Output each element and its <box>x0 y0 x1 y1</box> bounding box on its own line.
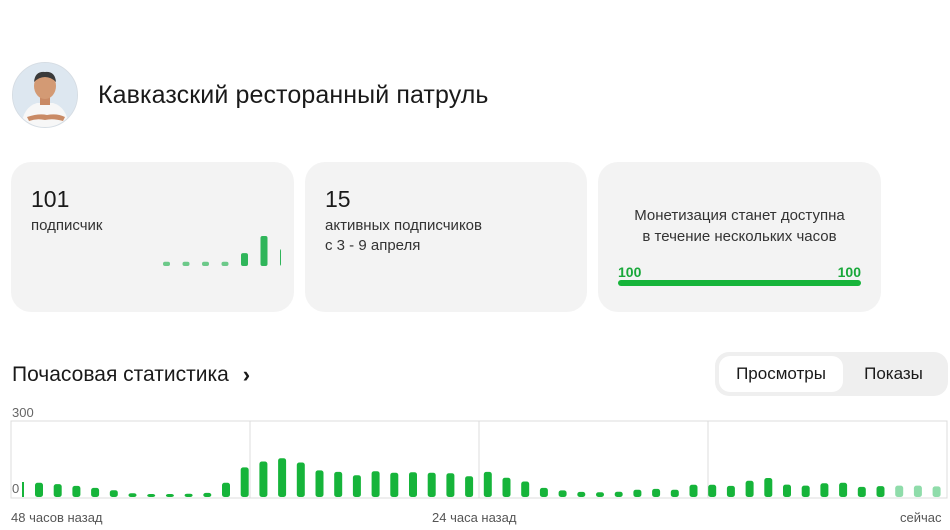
trend-bar <box>202 261 209 266</box>
monetization-current: 100 <box>618 264 642 280</box>
monetization-target: 100 <box>837 264 861 280</box>
chart-bar <box>371 471 380 497</box>
subscribers-card[interactable]: 101 подписчик <box>11 162 294 312</box>
channel-header: Кавказский ресторанный патруль <box>12 62 489 128</box>
chart-bar <box>184 493 193 497</box>
chart-bar <box>820 483 829 497</box>
chart-bar <box>222 482 230 497</box>
active-subscribers-card[interactable]: 15 активных подписчиков с 3 - 9 апреля <box>305 162 587 312</box>
chart-bar <box>296 462 305 497</box>
chart-bar <box>91 487 100 497</box>
chart-bar <box>502 477 511 497</box>
chart-bar <box>390 472 399 497</box>
trend-bar <box>241 253 248 266</box>
tab-views[interactable]: Просмотры <box>719 356 843 392</box>
chart-bar <box>165 494 174 497</box>
chart-bar <box>109 490 118 497</box>
chevron-right-icon: › <box>242 362 251 387</box>
chart-bar <box>614 491 623 497</box>
chart-bars <box>22 458 941 497</box>
chart-bar <box>839 482 848 497</box>
chart-bar <box>633 489 642 497</box>
chart-bar <box>203 492 212 497</box>
chart-bar <box>427 472 436 497</box>
chart-bar <box>409 472 417 497</box>
hourly-views-chart: 300 0 48 часов назад 24 часа назад сейча… <box>10 405 948 525</box>
subscribers-count: 101 <box>31 186 70 212</box>
chart-bar <box>465 476 474 497</box>
monetization-card[interactable]: Монетизация станет доступна в течение не… <box>598 162 881 312</box>
chart-bar <box>932 486 941 497</box>
chart-bar <box>334 471 343 497</box>
person-avatar-icon <box>13 63 77 127</box>
monetization-text: Монетизация станет доступна в течение не… <box>598 205 881 247</box>
monetization-line1: Монетизация станет доступна <box>634 207 845 224</box>
chart-bar <box>22 482 24 497</box>
trend-bar <box>260 236 268 266</box>
metric-toggle[interactable]: Просмотры Показы <box>715 352 948 396</box>
trend-bar <box>280 249 281 266</box>
chart-bar <box>764 478 773 497</box>
chart-bar <box>801 485 810 497</box>
chart-bar <box>483 471 492 497</box>
chart-bar <box>259 461 268 497</box>
chart-bar <box>128 493 137 497</box>
chart-bar <box>708 484 717 497</box>
chart-bar <box>72 485 81 497</box>
trend-bar <box>182 261 190 266</box>
y-tick-min: 0 <box>12 481 19 496</box>
chart-bar <box>895 485 904 497</box>
chart-bar <box>278 458 287 497</box>
y-tick-max: 300 <box>12 405 34 420</box>
chart-bar <box>539 487 548 497</box>
monetization-progress-bar <box>618 280 861 286</box>
trend-bar <box>163 261 170 266</box>
active-label-line1: активных подписчиков <box>325 217 482 234</box>
chart-bar <box>596 492 604 497</box>
subscribers-label: подписчик <box>31 217 103 234</box>
x-label-start: 48 часов назад <box>11 510 103 525</box>
channel-avatar[interactable] <box>12 62 78 128</box>
chart-bar <box>726 485 735 497</box>
chart-bar <box>745 480 754 497</box>
chart-bar <box>558 490 567 497</box>
trend-bar <box>221 261 229 266</box>
active-subscribers-count: 15 <box>325 186 351 212</box>
chart-bar <box>521 481 530 497</box>
chart-bar <box>352 475 361 497</box>
chart-bar <box>53 484 62 497</box>
chart-bar <box>35 482 43 497</box>
active-label-line2: с 3 - 9 апреля <box>325 237 421 254</box>
active-subscribers-label: активных подписчиков с 3 - 9 апреля <box>325 216 482 256</box>
chart-bar <box>670 489 679 497</box>
hourly-stats-title: Почасовая статистика <box>12 363 229 386</box>
x-label-end: сейчас <box>900 510 942 525</box>
x-label-mid: 24 часа назад <box>432 510 517 525</box>
hourly-stats-link[interactable]: Почасовая статистика › <box>12 362 250 388</box>
monetization-line2: в течение нескольких часов <box>642 228 837 245</box>
chart-bar <box>446 473 455 497</box>
subscribers-trend-chart <box>163 236 281 266</box>
chart-bar <box>147 494 156 497</box>
chart-bar <box>240 467 249 497</box>
channel-title: Кавказский ресторанный патруль <box>98 80 489 109</box>
chart-bar <box>783 484 791 497</box>
chart-bar <box>652 488 661 497</box>
tab-impressions[interactable]: Показы <box>864 364 923 383</box>
chart-bar <box>315 470 324 497</box>
chart-bar <box>689 484 698 497</box>
chart-bar <box>913 485 922 497</box>
chart-bar <box>876 486 885 497</box>
chart-bar <box>857 486 866 497</box>
chart-bar <box>577 491 586 497</box>
